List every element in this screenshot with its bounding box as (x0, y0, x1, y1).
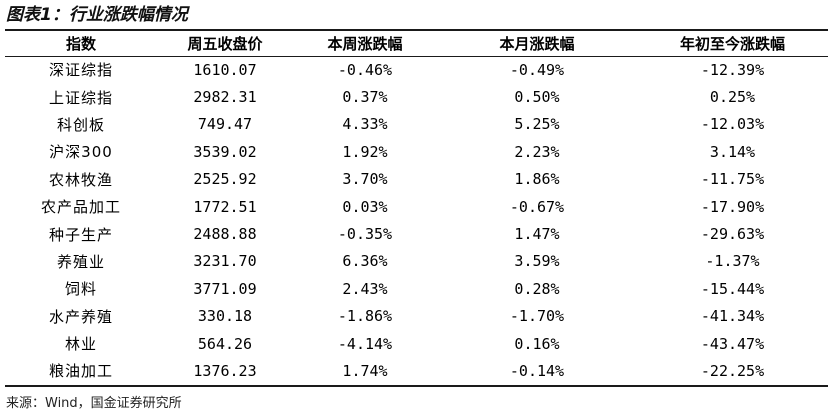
figure-title: 图表1：行业涨跌幅情况 (6, 5, 188, 25)
index-name-cell: 农林牧渔 (48, 170, 113, 189)
weekly-change-cell: -4.14% (337, 334, 393, 353)
table-row: 林业 564.26 -4.14% 0.16% -43.47% (5, 330, 828, 357)
monthly-change-cell: 1.86% (514, 170, 560, 189)
monthly-change-cell: 5.25% (514, 115, 560, 134)
table-row: 饲料 3771.09 2.43% 0.28% -15.44% (5, 275, 828, 302)
source-note: 来源：Wind，国金证券研究所 (6, 396, 182, 411)
column-header-ytd-change: 年初至今涨跌幅 (679, 35, 785, 53)
table-row: 农产品加工 1772.51 0.03% -0.67% -17.90% (5, 193, 828, 220)
close-price-cell: 2488.88 (193, 225, 257, 244)
close-price-cell: 3231.70 (193, 252, 257, 271)
monthly-change-cell: 2.23% (514, 142, 560, 161)
table-header-row: 指数 周五收盘价 本周涨跌幅 本月涨跌幅 年初至今涨跌幅 (5, 31, 828, 56)
ytd-change-cell: -11.75% (700, 170, 765, 189)
ytd-change-cell: -43.47% (700, 334, 765, 353)
index-name-cell: 养殖业 (56, 252, 105, 271)
monthly-change-cell: 3.59% (514, 252, 560, 271)
column-header-monthly-change: 本月涨跌幅 (499, 35, 575, 53)
ytd-change-cell: -15.44% (700, 279, 765, 298)
ytd-change-cell: -12.03% (700, 115, 765, 134)
close-price-cell: 330.18 (197, 307, 253, 326)
index-name-cell: 林业 (64, 335, 97, 354)
weekly-change-cell: 2.43% (342, 279, 388, 298)
monthly-change-cell: 0.16% (514, 334, 560, 353)
monthly-change-cell: 0.50% (514, 88, 560, 107)
close-price-cell: 749.47 (197, 115, 253, 134)
close-price-cell: 1376.23 (193, 361, 257, 380)
ytd-change-cell: -1.37% (705, 252, 760, 271)
weekly-change-cell: 4.33% (342, 115, 388, 134)
table-bottom-rule (5, 385, 828, 387)
monthly-change-cell: -0.67% (509, 197, 565, 216)
close-price-cell: 564.26 (197, 334, 253, 353)
weekly-change-cell: -0.46% (337, 60, 393, 79)
weekly-change-cell: 1.74% (342, 361, 388, 380)
table-row: 科创板 749.47 4.33% 5.25% -12.03% (5, 111, 828, 138)
column-header-index: 指数 (65, 35, 96, 53)
weekly-change-cell: 6.36% (342, 252, 388, 271)
index-name-cell: 沪深300 (49, 143, 113, 162)
table-row: 沪深300 3539.02 1.92% 2.23% 3.14% (5, 138, 828, 165)
index-name-cell: 粮油加工 (48, 362, 113, 381)
ytd-change-cell: -17.90% (700, 197, 765, 216)
index-name-cell: 深证综指 (48, 61, 113, 80)
table-row: 农林牧渔 2525.92 3.70% 1.86% -11.75% (5, 166, 828, 193)
ytd-change-cell: 0.25% (709, 88, 756, 107)
monthly-change-cell: -0.14% (509, 361, 565, 380)
column-header-weekly-change: 本周涨跌幅 (327, 35, 403, 53)
table-row: 粮油加工 1376.23 1.74% -0.14% -22.25% (5, 357, 828, 384)
monthly-change-cell: 1.47% (514, 225, 560, 244)
table-row: 种子生产 2488.88 -0.35% 1.47% -29.63% (5, 220, 828, 247)
close-price-cell: 2982.31 (193, 88, 257, 107)
weekly-change-cell: -1.86% (337, 307, 393, 326)
weekly-change-cell: 3.70% (342, 170, 388, 189)
table-row: 深证综指 1610.07 -0.46% -0.49% -12.39% (5, 56, 828, 83)
table-header-rule (5, 56, 828, 57)
close-price-cell: 1772.51 (193, 197, 257, 216)
index-name-cell: 种子生产 (48, 225, 113, 244)
ytd-change-cell: -22.25% (700, 361, 765, 380)
industry-change-table: 指数 周五收盘价 本周涨跌幅 本月涨跌幅 年初至今涨跌幅 深证综指 1610.07… (5, 31, 828, 385)
weekly-change-cell: -0.35% (337, 225, 393, 244)
table-row: 上证综指 2982.31 0.37% 0.50% 0.25% (5, 83, 828, 110)
index-name-cell: 科创板 (56, 115, 105, 134)
monthly-change-cell: 0.28% (514, 279, 560, 298)
monthly-change-cell: -0.49% (509, 60, 565, 79)
close-price-cell: 3771.09 (193, 279, 257, 298)
index-name-cell: 饲料 (64, 280, 97, 299)
close-price-cell: 3539.02 (193, 142, 257, 161)
index-name-cell: 上证综指 (48, 88, 113, 107)
weekly-change-cell: 1.92% (342, 142, 388, 161)
table-row: 养殖业 3231.70 6.36% 3.59% -1.37% (5, 248, 828, 275)
monthly-change-cell: -1.70% (509, 307, 565, 326)
weekly-change-cell: 0.37% (342, 88, 388, 107)
close-price-cell: 2525.92 (193, 170, 257, 189)
column-header-close: 周五收盘价 (187, 35, 263, 53)
weekly-change-cell: 0.03% (342, 197, 388, 216)
ytd-change-cell: 3.14% (709, 142, 756, 161)
close-price-cell: 1610.07 (193, 60, 257, 79)
index-name-cell: 水产养殖 (48, 307, 113, 326)
ytd-change-cell: -41.34% (700, 307, 765, 326)
ytd-change-cell: -29.63% (700, 225, 765, 244)
table-row: 水产养殖 330.18 -1.86% -1.70% -41.34% (5, 303, 828, 330)
table-top-rule (5, 29, 828, 31)
index-name-cell: 农产品加工 (40, 198, 121, 217)
ytd-change-cell: -12.39% (700, 60, 765, 79)
